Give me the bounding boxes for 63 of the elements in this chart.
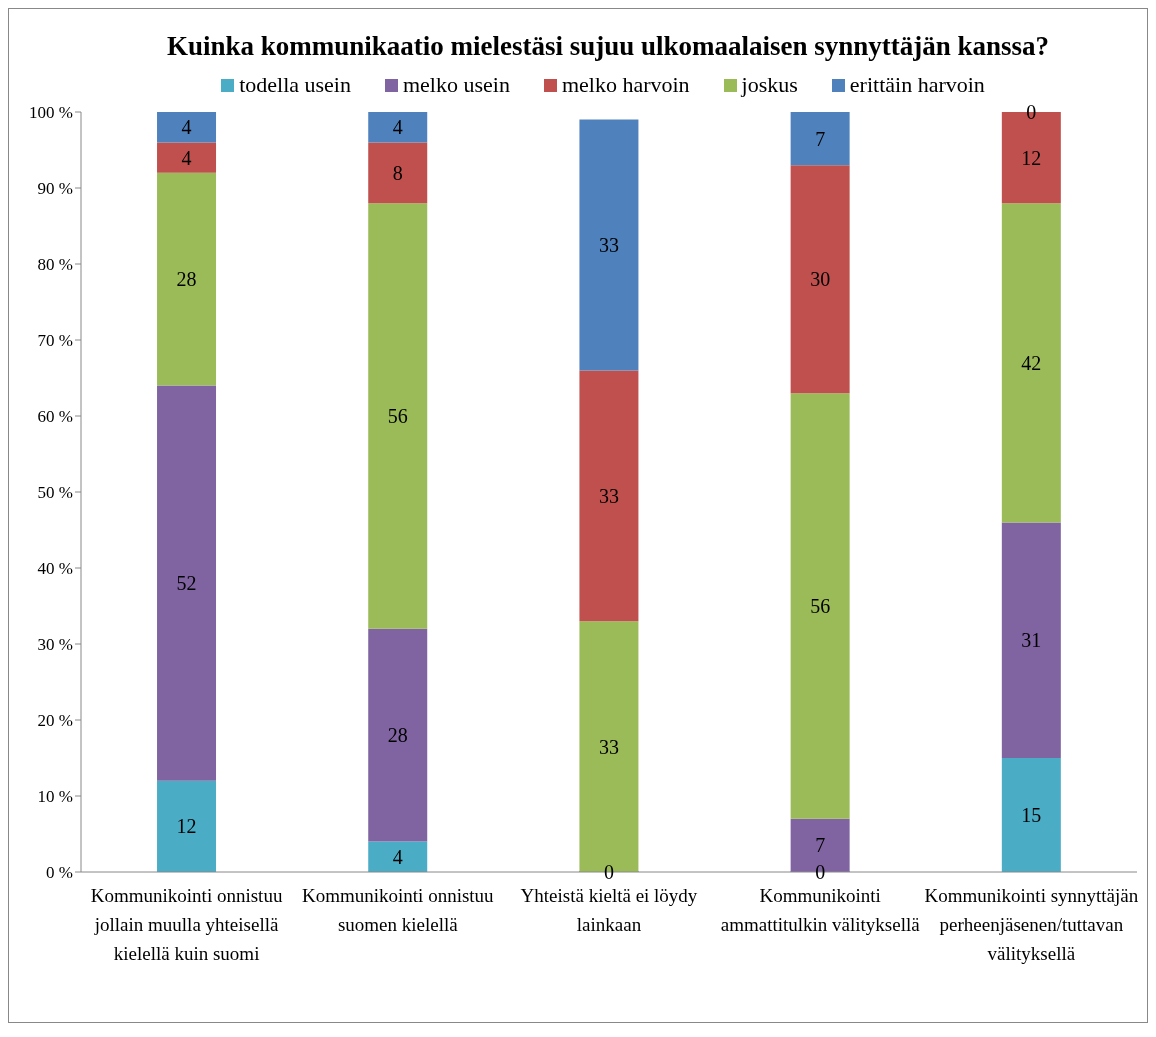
data-label: 52	[176, 572, 197, 595]
data-label: 33	[598, 484, 619, 507]
bar	[579, 119, 639, 371]
legend-label: joskus	[740, 72, 798, 98]
y-tick-label: 50 %	[37, 483, 73, 503]
y-tick-label: 100 %	[29, 103, 73, 123]
data-label: 42	[1021, 351, 1042, 374]
legend-label: todella usein	[238, 72, 351, 98]
data-label: 0	[1026, 100, 1037, 123]
x-tick-label: Yhteistä kieltä ei löydy lainkaan	[520, 885, 698, 935]
data-label: 12	[1021, 146, 1042, 169]
bar	[1001, 203, 1061, 523]
bar	[790, 393, 850, 819]
bar	[790, 165, 850, 394]
data-label: 7	[815, 834, 826, 857]
bar	[157, 780, 217, 872]
x-tick-label: Kommunikointi synnyttäjän perheenjäsenen/tuttavan välityksellä	[924, 885, 1139, 964]
y-tick-label: 90 %	[37, 179, 73, 199]
legend-label: melko harvoin	[560, 72, 690, 98]
data-label: 15	[1021, 804, 1042, 826]
bar	[368, 142, 428, 204]
data-label: 4	[392, 845, 403, 868]
x-tick-label: Kommunikointi onnistuu suomen kielellä	[302, 885, 495, 935]
bar	[1001, 522, 1061, 758]
bar	[579, 370, 639, 622]
x-tick-label: Kommunikointi ammattitulkin välityksellä	[720, 885, 921, 935]
data-label: 56	[810, 595, 831, 617]
y-tick-label: 60 %	[37, 407, 73, 427]
bar	[368, 841, 428, 872]
data-label: 0	[603, 860, 614, 883]
bar	[1001, 758, 1061, 872]
data-label: 4	[392, 116, 403, 139]
y-tick-label: 30 %	[37, 635, 73, 655]
y-tick-label: 10 %	[37, 787, 73, 807]
bar	[790, 112, 850, 166]
chart-title: Kuinka kommunikaatio mielestäsi sujuu ulkomaalaisen synnyttäjän kanssa?	[165, 30, 1051, 62]
y-tick-label: 20 %	[37, 711, 73, 731]
y-tick-label: 80 %	[37, 255, 73, 275]
data-label: 30	[810, 268, 831, 291]
legend-label: erittäin harvoin	[848, 72, 985, 98]
bar	[368, 628, 428, 842]
data-label: 31	[1021, 629, 1042, 652]
bar	[157, 142, 217, 173]
x-tick-label: Kommunikointi onnistuu jollain muulla yhteisellä kielellä kuin suomi	[90, 885, 283, 964]
data-label: 12	[176, 815, 197, 838]
data-label: 28	[387, 724, 408, 747]
data-label: 4	[181, 146, 192, 169]
data-label: 33	[598, 234, 619, 256]
bar	[157, 112, 217, 143]
bar	[157, 172, 217, 386]
y-tick-label: 70 %	[37, 331, 73, 351]
bar	[157, 385, 217, 781]
data-label: 33	[598, 735, 619, 758]
bar	[368, 112, 428, 143]
legend-label: melko usein	[401, 72, 510, 98]
data-label: 8	[392, 161, 403, 184]
data-label: 7	[815, 127, 826, 150]
y-tick-label: 0 %	[46, 863, 73, 883]
data-label: 4	[181, 116, 192, 139]
data-label: 28	[176, 268, 197, 291]
data-label: 56	[387, 405, 408, 427]
bar	[368, 203, 428, 629]
y-tick-label: 40 %	[37, 559, 73, 579]
